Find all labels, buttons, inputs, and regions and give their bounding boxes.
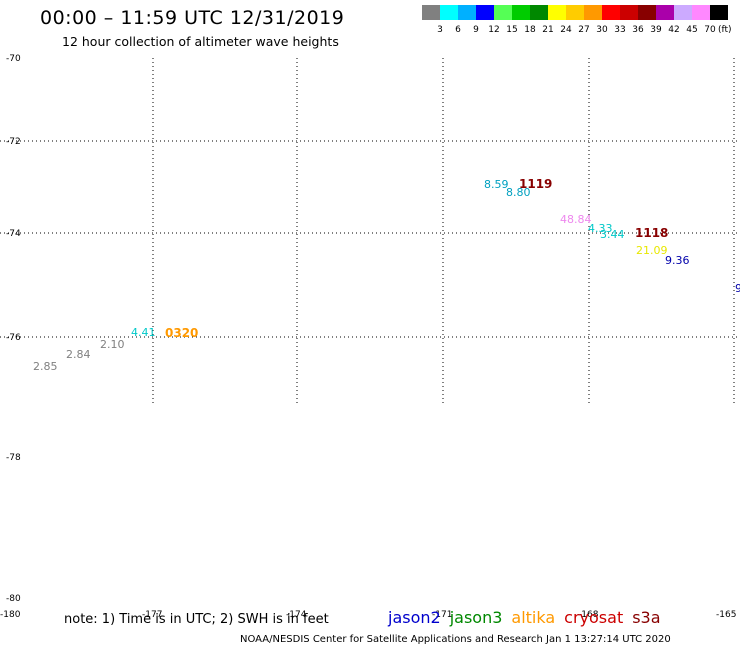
lat-label: -70: [6, 54, 21, 64]
scale-label: 24: [560, 25, 572, 35]
lat-label: -78: [6, 453, 21, 463]
scale-swatch: [530, 5, 548, 20]
wave-height-value: 3.44: [600, 228, 625, 241]
lon-label: -171: [432, 610, 452, 620]
lon-label: -177: [142, 610, 162, 620]
footer-note: note: 1) Time is in UTC; 2) SWH is in fe…: [64, 612, 329, 627]
scale-swatch: [656, 5, 674, 20]
credit-line: NOAA/NESDIS Center for Satellite Applica…: [240, 634, 671, 645]
wave-height-value: 4.41: [131, 326, 156, 339]
scale-swatch: [620, 5, 638, 20]
wave-height-value: 8.80: [506, 186, 531, 199]
scale-swatch: [602, 5, 620, 20]
scale-swatch: [674, 5, 692, 20]
scale-label: 33: [614, 25, 626, 35]
scale-label: 21: [542, 25, 554, 35]
scale-label: 12: [488, 25, 500, 35]
scale-label: 42: [668, 25, 680, 35]
scale-label: 3: [437, 25, 443, 35]
scale-swatch: [710, 5, 728, 20]
wave-height-value: 2.85: [33, 360, 58, 373]
wave-height-value: 21.09: [636, 244, 668, 257]
scale-unit-label: (ft): [718, 25, 732, 35]
wave-height-value: 9.36: [665, 254, 690, 267]
pass-time-label: 1118: [635, 226, 668, 240]
lat-label: -76: [6, 333, 21, 343]
scale-label: 6: [455, 25, 461, 35]
wave-height-value: 2.10: [100, 338, 125, 351]
wave-height-value: 9: [735, 282, 740, 295]
map-title: 00:00 – 11:59 UTC 12/31/2019: [40, 7, 345, 29]
scale-swatch: [566, 5, 584, 20]
scale-swatch: [512, 5, 530, 20]
scale-swatch: [692, 5, 710, 20]
scale-label: 36: [632, 25, 644, 35]
legend-item-altika: altika: [511, 608, 556, 627]
wave-height-value: 48.84: [560, 213, 592, 226]
legend-item-jason3: jason3: [449, 608, 503, 627]
scale-label: 18: [524, 25, 536, 35]
wave-height-value: 8.59: [484, 178, 509, 191]
scale-swatch: [458, 5, 476, 20]
lon-label: -168: [578, 610, 599, 620]
scale-swatch: [440, 5, 458, 20]
lat-label: -74: [6, 229, 21, 239]
scale-swatch: [638, 5, 656, 20]
lon-label: -174: [286, 610, 307, 620]
scale-swatch: [422, 5, 440, 20]
scale-label: 27: [578, 25, 590, 35]
scale-swatch: [548, 5, 566, 20]
lat-label: -72: [6, 137, 21, 147]
scale-swatch: [584, 5, 602, 20]
pass-time-label: 1119: [519, 177, 552, 191]
pass-time-label: 0320: [165, 326, 198, 340]
wave-height-value: 2.84: [66, 348, 91, 361]
lon-label: -180: [0, 610, 21, 620]
scale-label: 45: [686, 25, 698, 35]
scale-label: 9: [473, 25, 479, 35]
satellite-legend: jason2 jason3 altika cryosat s3a: [388, 608, 670, 627]
scale-label: 30: [596, 25, 608, 35]
scale-swatch: [476, 5, 494, 20]
scale-swatch: [494, 5, 512, 20]
legend-item-cryosat: cryosat: [564, 608, 624, 627]
scale-label: 70: [704, 25, 716, 35]
scale-label: 15: [506, 25, 518, 35]
wave-height-value: 4.33: [588, 222, 613, 235]
legend-item-jason2: jason2: [388, 608, 441, 627]
lat-label: -80: [6, 594, 21, 604]
lon-label: -165: [716, 610, 736, 620]
scale-label: 39: [650, 25, 662, 35]
lat-lon-grid: [0, 58, 740, 405]
legend-item-s3a: s3a: [632, 608, 661, 627]
map-subtitle: 12 hour collection of altimeter wave hei…: [62, 34, 339, 49]
